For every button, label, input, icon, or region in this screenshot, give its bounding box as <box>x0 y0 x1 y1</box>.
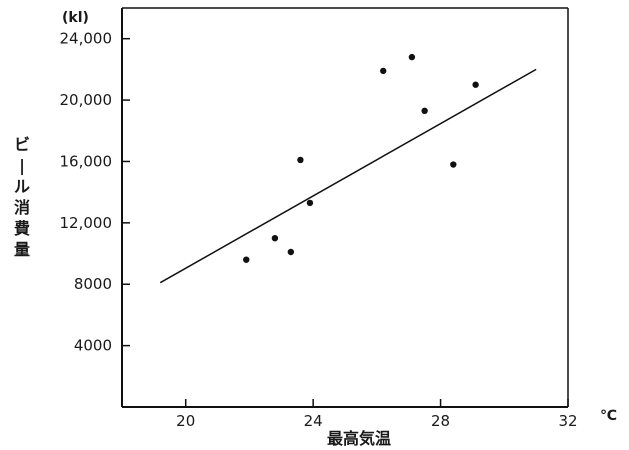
plot-frame <box>121 7 569 408</box>
data-point <box>306 199 314 207</box>
x-tick-label: 20 <box>176 412 195 430</box>
data-point <box>408 53 416 61</box>
data-point <box>243 256 250 263</box>
y-unit-label: (kl) <box>62 10 89 26</box>
y-tick-label: 4000 <box>74 337 112 355</box>
x-unit-label: ℃ <box>600 408 617 424</box>
y-tick-label: 20,000 <box>60 91 113 109</box>
x-axis-title: 最高気温 <box>327 429 391 448</box>
data-point <box>421 107 428 115</box>
y-tick-label: 12,000 <box>60 214 113 232</box>
y-tick-label: 24,000 <box>60 30 113 48</box>
x-tick-label: 24 <box>304 412 323 430</box>
data-point <box>287 248 295 256</box>
x-tick-group: 20 24 28 32 <box>176 399 578 430</box>
data-point <box>271 234 279 242</box>
data-point <box>297 156 304 164</box>
y-tick-label: 16,000 <box>60 152 113 170</box>
y-tick-label: 8000 <box>74 275 112 293</box>
data-point <box>472 81 479 88</box>
trend-line <box>159 68 537 284</box>
x-tick-label: 32 <box>558 412 577 430</box>
data-points-group <box>243 53 479 263</box>
x-tick-label: 28 <box>431 412 450 430</box>
data-point <box>450 161 457 168</box>
data-point <box>380 67 387 75</box>
y-tick-group: 4000 8000 12,000 16,000 20,000 24,000 <box>60 30 130 355</box>
y-axis-title: ビ|ル消費量 <box>14 135 30 259</box>
